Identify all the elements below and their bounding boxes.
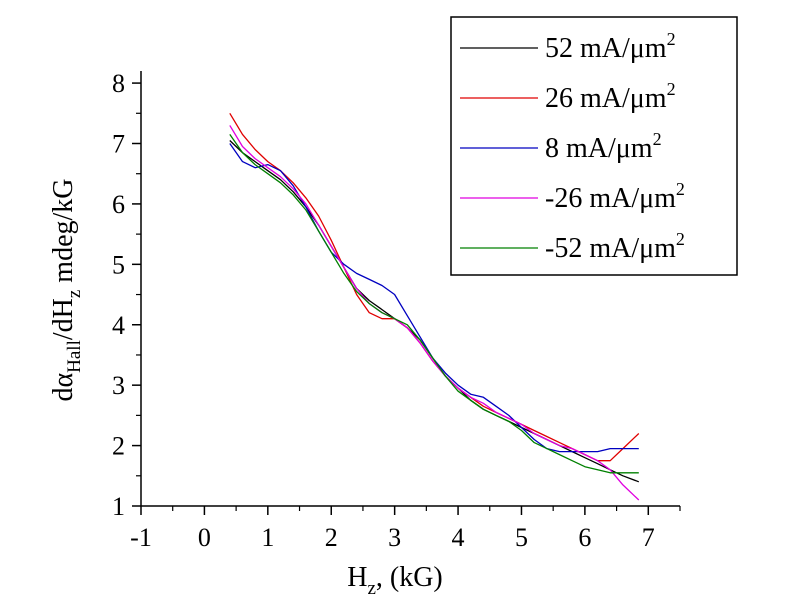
x-tick-label: 7 xyxy=(642,523,655,552)
y-tick-label: 2 xyxy=(112,432,125,461)
legend-label-2: 26 mA/μm2 xyxy=(545,79,676,114)
y-tick-label: 5 xyxy=(112,250,125,279)
x-axis-label: Hz, (kG) xyxy=(347,562,443,599)
y-tick-label: 6 xyxy=(112,190,125,219)
y-tick-label: 7 xyxy=(112,130,125,159)
x-tick-label: 0 xyxy=(198,523,211,552)
legend: 52 mA/μm2 26 mA/μm2 8 mA/μm2 -26 mA/μm2 -52 … xyxy=(450,16,738,276)
series-line-4 xyxy=(229,125,640,501)
axis-tick-labels: -1 0 1 2 3 4 5 6 7 1 2 3 4 5 6 7 8 xyxy=(112,69,655,552)
legend-label-5: -52 mA/μm2 xyxy=(545,229,685,264)
x-tick-label: 5 xyxy=(515,523,528,552)
y-tick-label: 8 xyxy=(112,69,125,98)
y-tick-label: 4 xyxy=(112,311,125,340)
y-axis-label: dαHall/dHz mdeg/kG xyxy=(48,178,85,401)
legend-box xyxy=(450,16,738,276)
legend-label-4: -26 mA/μm2 xyxy=(545,179,685,214)
series-lines xyxy=(229,112,640,501)
legend-label-1: 52 mA/μm2 xyxy=(545,29,676,64)
x-tick-label: 1 xyxy=(261,523,274,552)
series-line-5 xyxy=(229,134,639,474)
x-tick-label: 4 xyxy=(452,523,465,552)
y-tick-label: 3 xyxy=(112,371,125,400)
x-tick-label: 3 xyxy=(388,523,401,552)
x-tick-label: 2 xyxy=(325,523,338,552)
y-tick-label: 1 xyxy=(112,492,125,521)
x-tick-label: -1 xyxy=(130,523,152,552)
x-tick-label: 6 xyxy=(578,523,591,552)
axis-ticks xyxy=(132,82,681,515)
legend-label-3: 8 mA/μm2 xyxy=(545,129,662,164)
